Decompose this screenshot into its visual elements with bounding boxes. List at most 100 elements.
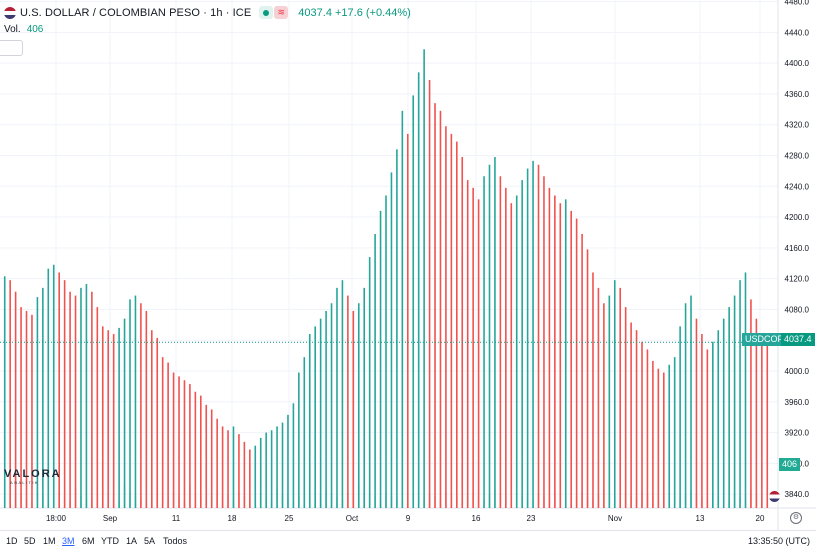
volume-bar xyxy=(243,496,246,508)
price-bar xyxy=(42,287,44,508)
price-bar xyxy=(679,326,681,508)
price-bar xyxy=(91,291,93,508)
volume-bar xyxy=(292,500,295,508)
volume-bar xyxy=(635,498,638,508)
price-bar xyxy=(265,432,267,508)
market-open-dot-icon[interactable] xyxy=(259,6,274,19)
price-bar xyxy=(63,280,66,508)
range-1m[interactable]: 1M xyxy=(43,536,56,546)
price-bar xyxy=(107,330,110,508)
volume-legend: Vol. 406 xyxy=(4,24,43,35)
volume-bar xyxy=(200,498,202,508)
volume-bar xyxy=(450,494,453,508)
volume-bar xyxy=(739,497,741,508)
price-bar xyxy=(406,133,409,508)
range-6m[interactable]: 6M xyxy=(82,536,95,546)
volume-bar xyxy=(554,490,556,508)
collapse-legend-button[interactable] xyxy=(0,40,23,56)
price-bar xyxy=(112,334,115,508)
y-tick-label: 4360.0 xyxy=(785,90,810,99)
volume-bar xyxy=(761,498,763,508)
wave-icon[interactable]: ≋ xyxy=(274,6,289,19)
price-bar xyxy=(314,326,316,508)
price-bar xyxy=(347,295,349,508)
price-bar xyxy=(31,314,33,508)
clock-display[interactable]: 13:35:50 (UTC) xyxy=(747,536,810,546)
volume-bar xyxy=(662,496,665,508)
price-bar xyxy=(624,307,627,508)
volume-bar xyxy=(592,499,594,508)
price-bar xyxy=(298,372,300,508)
range-5a[interactable]: 5A xyxy=(144,536,156,546)
range-3m[interactable]: 3M xyxy=(62,536,75,546)
range-1a[interactable]: 1A xyxy=(126,536,138,546)
price-bar xyxy=(385,195,387,508)
volume-bar xyxy=(575,496,578,508)
volume-bar xyxy=(477,497,480,508)
price-bar xyxy=(281,422,284,508)
volume-bar xyxy=(74,487,77,508)
volume-bar xyxy=(543,497,545,508)
volume-bar xyxy=(287,498,289,508)
volume-bar xyxy=(80,496,82,508)
volume-bar xyxy=(456,497,458,508)
volume-bar xyxy=(766,500,769,508)
range-1d[interactable]: 1D xyxy=(6,536,18,546)
price-bar xyxy=(390,172,393,509)
range-todos[interactable]: Todos xyxy=(163,536,188,546)
volume-bar xyxy=(42,494,44,508)
symbol-title[interactable]: U.S. DOLLAR / COLOMBIAN PESO · 1h · ICE xyxy=(20,6,252,19)
price-bar xyxy=(205,404,208,508)
volume-bar xyxy=(91,499,93,508)
price-bar xyxy=(308,334,311,508)
volume-bar xyxy=(183,500,186,508)
price-bar xyxy=(9,280,11,508)
price-bar xyxy=(363,287,366,508)
range-5d[interactable]: 5D xyxy=(24,536,36,546)
price-bar xyxy=(684,303,687,508)
price-bar xyxy=(499,176,502,508)
price-bar xyxy=(755,318,758,508)
price-bar xyxy=(766,336,769,508)
price-bar xyxy=(341,280,344,508)
volume-bar xyxy=(652,497,654,508)
volume-label: Vol. xyxy=(4,24,21,35)
price-bar xyxy=(739,280,741,508)
volume-bar xyxy=(712,492,714,508)
volume-bar xyxy=(25,499,28,508)
volume-bar xyxy=(112,497,115,508)
range-bar: 1D 5D 1M 3M 6M YTD 1A 5A Todos 13:35:50 … xyxy=(0,530,816,550)
us-flag-icon[interactable] xyxy=(768,490,781,503)
volume-bar xyxy=(646,494,649,508)
price-bar xyxy=(554,195,556,508)
volume-bar xyxy=(330,493,333,508)
price-bar xyxy=(336,287,338,508)
price-bar xyxy=(20,307,22,508)
range-ytd[interactable]: YTD xyxy=(101,536,119,546)
x-tick-label: 18 xyxy=(228,514,237,523)
price-bar xyxy=(330,303,333,508)
volume-bar xyxy=(722,498,725,508)
volume-bar xyxy=(744,499,747,508)
volume-bar xyxy=(488,494,491,508)
volume-bar xyxy=(706,499,709,508)
volume-bar xyxy=(532,500,534,508)
volume-bar xyxy=(434,496,436,508)
settings-icon[interactable]: ⚙ xyxy=(790,512,802,524)
volume-bar xyxy=(619,499,622,508)
price-bar xyxy=(161,357,164,508)
volume-bar xyxy=(368,494,371,508)
y-tick-label: 4160.0 xyxy=(785,244,810,253)
price-bar xyxy=(118,327,120,508)
price-bar xyxy=(564,199,567,509)
volume-bar xyxy=(728,500,730,508)
volume-bar xyxy=(668,492,671,508)
y-tick-label: 4000.0 xyxy=(785,367,810,376)
volume-bar xyxy=(363,491,366,508)
price-bar xyxy=(521,180,523,509)
volume-bar xyxy=(412,494,415,508)
x-tick-label: 23 xyxy=(527,514,536,523)
price-bar xyxy=(172,372,175,508)
volume-bar xyxy=(526,498,529,508)
